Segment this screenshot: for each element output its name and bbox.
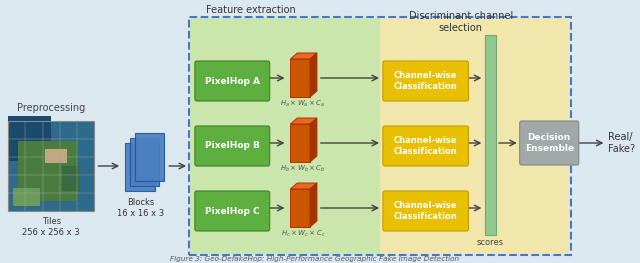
Text: Preprocessing: Preprocessing bbox=[17, 103, 85, 113]
Text: Tiles
256 x 256 x 3: Tiles 256 x 256 x 3 bbox=[22, 217, 80, 237]
Bar bbox=[8, 116, 51, 161]
Bar bbox=[485, 35, 496, 235]
Bar bbox=[380, 18, 570, 254]
Bar bbox=[18, 141, 77, 201]
Bar bbox=[135, 133, 164, 181]
Polygon shape bbox=[310, 118, 317, 162]
Polygon shape bbox=[291, 53, 317, 59]
Text: scores: scores bbox=[477, 238, 504, 247]
Text: Channel-wise
Classification: Channel-wise Classification bbox=[394, 201, 458, 221]
FancyBboxPatch shape bbox=[383, 61, 468, 101]
Bar bbox=[125, 143, 154, 191]
FancyBboxPatch shape bbox=[195, 61, 269, 101]
Text: Figure 3: Geo-DefakeHop: High-Performance Geographic Fake Image Detection: Figure 3: Geo-DefakeHop: High-Performanc… bbox=[170, 256, 460, 262]
Text: $H_a \times W_a \times C_a$: $H_a \times W_a \times C_a$ bbox=[280, 99, 326, 109]
FancyBboxPatch shape bbox=[195, 191, 269, 231]
Bar bbox=[291, 59, 310, 97]
Bar bbox=[62, 166, 80, 191]
Text: Channel-wise
Classification: Channel-wise Classification bbox=[394, 136, 458, 156]
Bar bbox=[130, 138, 159, 186]
Text: Channel-wise
Classification: Channel-wise Classification bbox=[394, 71, 458, 91]
Text: Blocks
16 x 16 x 3: Blocks 16 x 16 x 3 bbox=[117, 198, 164, 218]
Text: Real/
Fake?: Real/ Fake? bbox=[608, 132, 636, 154]
FancyBboxPatch shape bbox=[383, 126, 468, 166]
Polygon shape bbox=[310, 53, 317, 97]
FancyBboxPatch shape bbox=[383, 191, 468, 231]
Bar bbox=[45, 149, 67, 163]
Bar bbox=[291, 124, 310, 162]
FancyBboxPatch shape bbox=[195, 126, 269, 166]
Text: PixelHop B: PixelHop B bbox=[205, 141, 260, 150]
Bar bbox=[291, 189, 310, 227]
Text: Discriminant channel
selection: Discriminant channel selection bbox=[408, 11, 513, 33]
Text: PixelHop C: PixelHop C bbox=[205, 206, 260, 215]
Polygon shape bbox=[310, 183, 317, 227]
Bar bbox=[190, 18, 380, 254]
Polygon shape bbox=[291, 183, 317, 189]
Bar bbox=[8, 121, 95, 211]
Text: $H_c \times W_c \times C_c$: $H_c \times W_c \times C_c$ bbox=[281, 229, 326, 239]
Bar bbox=[189, 17, 571, 255]
Text: Decision
Ensemble: Decision Ensemble bbox=[525, 133, 574, 153]
Text: Feature extraction: Feature extraction bbox=[206, 5, 296, 15]
Bar bbox=[8, 121, 95, 211]
FancyBboxPatch shape bbox=[520, 121, 579, 165]
Bar bbox=[13, 188, 40, 206]
Text: PixelHop A: PixelHop A bbox=[205, 77, 260, 85]
Polygon shape bbox=[291, 118, 317, 124]
Text: $H_b \times W_b \times C_b$: $H_b \times W_b \times C_b$ bbox=[280, 164, 326, 174]
